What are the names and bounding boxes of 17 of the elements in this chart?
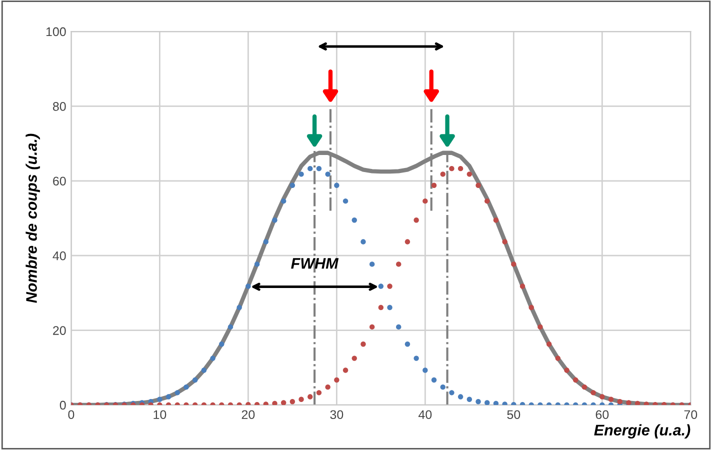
x-tick-label: 70 — [684, 410, 698, 420]
y-tick-label: 40 — [52, 251, 66, 260]
x-tick-label: 40 — [418, 410, 432, 420]
x-tick-label: 30 — [330, 410, 344, 420]
y-tick-label: 60 — [53, 176, 66, 186]
y-tick-label: 20 — [53, 326, 66, 335]
x-tick-label: 60 — [596, 410, 609, 420]
x-axis-title: Energie (u.a.) — [594, 424, 690, 439]
annotation: FWHM — [291, 258, 339, 269]
x-tick-label: 0 — [68, 410, 74, 420]
y-axis-title: Nombre de coups (u.a.) — [26, 134, 40, 303]
x-tick-label: 50 — [507, 410, 520, 420]
y-tick-label: 100 — [46, 27, 66, 36]
y-tick-label: 80 — [52, 102, 66, 111]
y-tick-label: 0 — [60, 400, 66, 410]
x-tick-label: 20 — [242, 410, 255, 420]
x-tick-label: 10 — [154, 410, 166, 420]
